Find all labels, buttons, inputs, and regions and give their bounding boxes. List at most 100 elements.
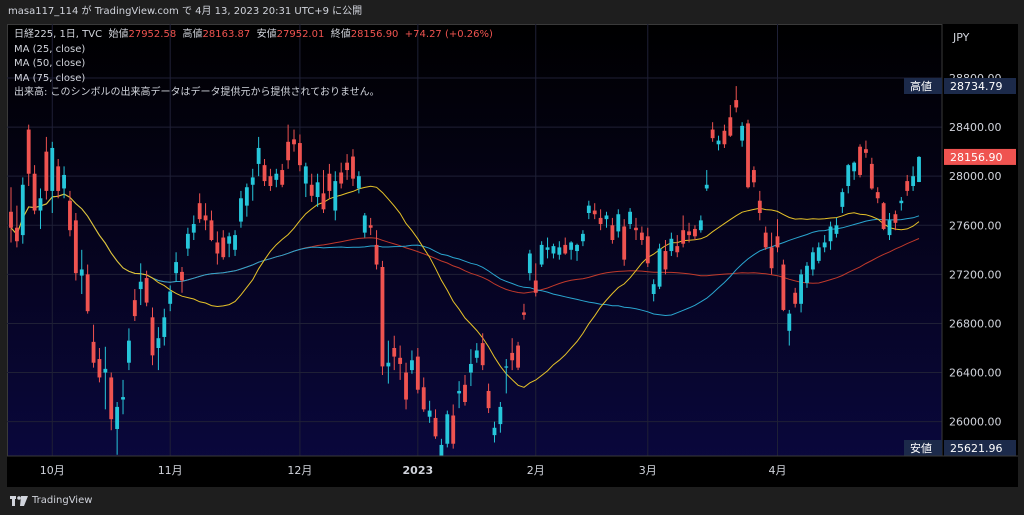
candle-body bbox=[569, 242, 574, 250]
marker-label-text: 安値 bbox=[910, 441, 932, 455]
time-tick-label: 11月 bbox=[158, 464, 183, 477]
candle-body bbox=[451, 415, 456, 444]
candle-body bbox=[292, 139, 296, 145]
chart-legend: 日経225, 1日, TVC 始値27952.58 高値28163.87 安値2… bbox=[14, 28, 493, 101]
last-price-text: 28156.90 bbox=[950, 151, 1003, 164]
candle-body bbox=[681, 230, 686, 244]
candle-body bbox=[527, 253, 532, 274]
candle-body bbox=[693, 228, 697, 237]
candle-body bbox=[150, 317, 155, 356]
candle-body bbox=[457, 390, 462, 394]
candle-body bbox=[91, 341, 96, 363]
time-tick-label: 2023 bbox=[403, 464, 434, 477]
candle-body bbox=[351, 156, 355, 179]
candle-body bbox=[315, 182, 320, 198]
price-axis[interactable]: JPY 26000.00 26400.00 26800.00 27200.00 27600… bbox=[904, 24, 1018, 487]
candle-body bbox=[610, 225, 615, 240]
candle-body bbox=[592, 210, 597, 215]
legend-ohlc: 日経225, 1日, TVC 始値27952.58 高値28163.87 安値2… bbox=[14, 28, 493, 43]
price-tick-label: 28400.00 bbox=[949, 121, 1002, 134]
candle-body bbox=[728, 117, 733, 136]
candle-body bbox=[917, 156, 921, 183]
candle-body bbox=[816, 247, 821, 261]
candle-body bbox=[663, 251, 668, 270]
candle-body bbox=[628, 211, 633, 225]
candle-body bbox=[787, 313, 792, 331]
legend-high-label: 高値 bbox=[182, 29, 203, 40]
candle-body bbox=[227, 236, 232, 244]
candle-body bbox=[575, 244, 579, 252]
candle-body bbox=[439, 444, 444, 456]
candle-body bbox=[793, 292, 798, 304]
candle-body bbox=[345, 162, 349, 171]
marker-value-text: 25621.96 bbox=[950, 442, 1003, 455]
candle-body bbox=[899, 200, 904, 204]
price-tick-label: 27600.00 bbox=[949, 219, 1002, 232]
price-axis-background bbox=[942, 24, 1018, 456]
candle-body bbox=[156, 338, 161, 348]
candle-body bbox=[144, 278, 149, 303]
time-tick-label: 10月 bbox=[40, 464, 65, 477]
candle-body bbox=[415, 356, 420, 390]
candle-body bbox=[274, 173, 279, 180]
candle-body bbox=[710, 129, 715, 139]
candle-body bbox=[62, 174, 66, 189]
candle-body bbox=[881, 203, 886, 229]
price-tick-label: 26400.00 bbox=[949, 367, 1002, 380]
candle-body bbox=[463, 384, 467, 402]
publish-info: masa117_114 が TradingView.com で 4月 13, 2… bbox=[8, 6, 363, 17]
legend-high-value: 28163.87 bbox=[202, 29, 251, 40]
candle-body bbox=[197, 203, 202, 220]
candle-body bbox=[864, 149, 868, 153]
marker-value-badge bbox=[944, 78, 1016, 95]
legend-low-value: 27952.01 bbox=[276, 29, 325, 40]
time-tick-label: 3月 bbox=[639, 464, 657, 477]
footer-bar: TradingView bbox=[0, 487, 1024, 515]
candle-body bbox=[751, 170, 756, 183]
legend-close-value: 28156.90 bbox=[350, 29, 399, 40]
candle-body bbox=[339, 172, 344, 184]
candle-body bbox=[68, 200, 72, 231]
candle-body bbox=[79, 269, 84, 276]
tradingview-logo[interactable]: TradingView bbox=[10, 495, 92, 506]
candle-body bbox=[669, 238, 674, 252]
candle-body bbox=[504, 366, 509, 368]
candle-body bbox=[522, 312, 526, 315]
candle-body bbox=[268, 176, 273, 186]
ma50-path bbox=[10, 193, 920, 317]
candle-body bbox=[893, 214, 898, 223]
candle-body bbox=[799, 274, 803, 304]
legend-open-label: 始値 bbox=[108, 29, 129, 40]
candle-body bbox=[887, 220, 892, 236]
candle-body bbox=[433, 417, 438, 437]
brand-label: TradingView bbox=[32, 495, 93, 506]
candle-body bbox=[233, 235, 237, 250]
candle-body bbox=[616, 214, 621, 232]
candle-body bbox=[138, 281, 143, 290]
time-axis[interactable]: 10月 11月 12月 2023 2月 3月 4月 bbox=[7, 455, 1018, 487]
candle-body bbox=[203, 215, 208, 221]
candle-body bbox=[704, 184, 709, 189]
candle-body bbox=[781, 264, 786, 310]
candle-body bbox=[380, 267, 385, 367]
time-tick-label: 2月 bbox=[527, 464, 545, 477]
candle-body bbox=[398, 357, 403, 364]
marker-label-badge bbox=[904, 440, 942, 456]
candle-body bbox=[657, 248, 662, 287]
legend-low-label: 安値 bbox=[256, 29, 277, 40]
price-tick-label: 27200.00 bbox=[949, 268, 1002, 281]
candlestick-chart[interactable]: JPY 26000.00 26400.00 26800.00 27200.00 27600… bbox=[7, 24, 1018, 487]
candle-body bbox=[127, 340, 131, 363]
price-tick-label: 28000.00 bbox=[949, 170, 1002, 183]
candle-body bbox=[368, 225, 373, 228]
candle-body bbox=[262, 165, 267, 182]
legend-ma75[interactable]: MA (75, close) bbox=[14, 72, 86, 84]
legend-ma50[interactable]: MA (50, close) bbox=[14, 58, 86, 69]
legend-ma25[interactable]: MA (25, close) bbox=[14, 43, 86, 55]
candle-body bbox=[103, 368, 108, 373]
candle-body bbox=[905, 181, 910, 191]
candle-body bbox=[191, 224, 196, 233]
candle-body bbox=[132, 300, 137, 317]
legend-change: +74.27 (+0.26%) bbox=[404, 29, 493, 40]
currency-label: JPY bbox=[952, 31, 970, 44]
